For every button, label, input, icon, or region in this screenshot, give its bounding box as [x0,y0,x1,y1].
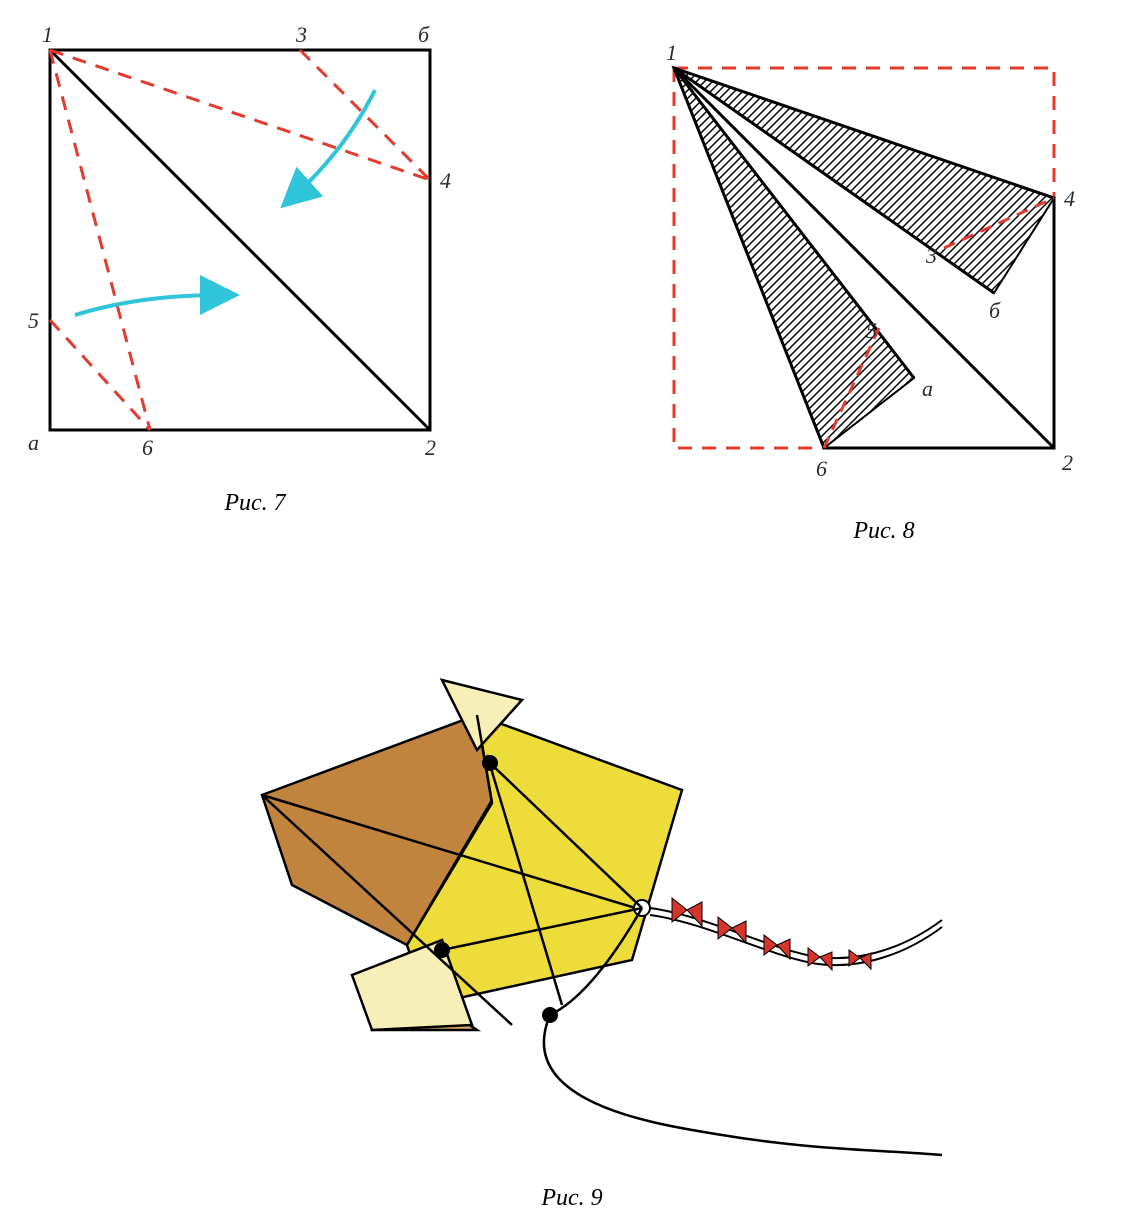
figure-8: 1 4 3 б 5 а 6 2 Рис. 8 [644,38,1124,545]
figure-7: 1 3 б 4 5 а 6 2 Рис. 7 [20,20,490,517]
label-2: 2 [425,435,436,460]
label-6: 6 [142,435,153,460]
figure-7-svg: 1 3 б 4 5 а 6 2 [20,20,490,480]
tail-bow-1 [672,898,702,926]
figure-7-caption: Рис. 7 [224,490,285,517]
f8-label-4: 4 [1064,186,1075,211]
figure-8-caption: Рис. 8 [853,518,914,545]
tail-bow-4 [808,948,832,970]
label-a: а [28,430,39,455]
f8-label-a: а [922,376,933,401]
f8-label-b: б [989,298,1001,323]
figure-9-caption: Рис. 9 [541,1185,602,1212]
label-1: 1 [42,22,53,47]
label-4: 4 [440,168,451,193]
f8-label-1: 1 [666,40,677,65]
label-5: 5 [28,308,39,333]
figure-8-svg: 1 4 3 б 5 а 6 2 [644,38,1124,508]
figure-9-svg [142,575,1002,1175]
f8-label-3: 3 [925,243,937,268]
f8-label-5: 5 [866,318,877,343]
f8-label-2: 2 [1062,450,1073,475]
label-b: б [418,22,430,47]
tail-bow-5 [849,950,871,969]
f8-label-6: 6 [816,456,827,481]
label-3: 3 [295,22,307,47]
figure-9: Рис. 9 [142,575,1002,1212]
